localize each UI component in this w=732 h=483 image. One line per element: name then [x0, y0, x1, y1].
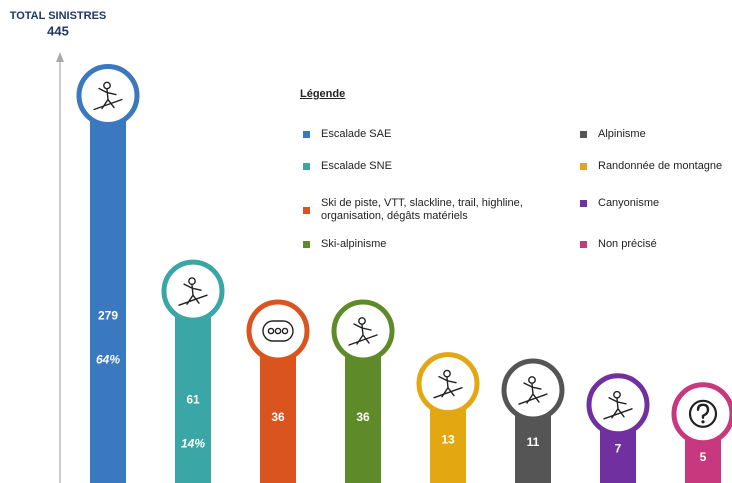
- value-label: 36: [356, 410, 370, 424]
- icon: [348, 323, 378, 346]
- value-label: 11: [527, 435, 540, 449]
- legend-swatch: [580, 131, 587, 138]
- legend: Légende Escalade SAE Escalade SNE Ski de p…: [300, 88, 732, 258]
- value-label: 61: [186, 393, 200, 407]
- legend-label: Ski de piste, VTT, slackline, trail, hig…: [321, 197, 523, 222]
- icon: [93, 87, 123, 111]
- icon: [178, 283, 208, 306]
- legend-label: Escalade SNE: [321, 160, 392, 172]
- icon: [528, 376, 536, 384]
- bar-icon: [246, 299, 310, 363]
- bar-icon: [501, 358, 565, 422]
- icon: [262, 320, 294, 342]
- icon: [103, 81, 111, 90]
- icon: [701, 420, 705, 424]
- bar-icon: [416, 352, 480, 416]
- value-label: 7: [615, 442, 622, 456]
- bar: [175, 291, 211, 483]
- icon: [274, 327, 282, 335]
- icon: [603, 397, 633, 420]
- value-label: 5: [700, 450, 707, 464]
- legend-item: Randonnée de montagne: [580, 160, 722, 173]
- icon: [443, 369, 451, 378]
- legend-label: Ski-alpinisme: [321, 238, 387, 250]
- legend-item: Escalade SNE: [303, 160, 392, 173]
- bar: [90, 95, 126, 483]
- value-label: 279: [98, 309, 118, 323]
- legend-swatch: [580, 163, 587, 170]
- value-label: 36: [271, 410, 285, 424]
- legend-item: Alpinisme: [580, 128, 646, 141]
- icon: [613, 390, 621, 399]
- legend-item: Ski-alpinisme: [303, 238, 386, 251]
- bar-icon: [586, 373, 650, 437]
- percentage-label: 64%: [96, 353, 120, 367]
- legend-item: Ski de piste, VTT, slackline, trail, hig…: [303, 197, 556, 223]
- bar-icon: [331, 299, 395, 363]
- legend-label: Randonnée de montagne: [598, 160, 723, 172]
- bar-icon: [161, 259, 225, 323]
- icon: [433, 375, 463, 399]
- legend-title: Légende: [300, 88, 346, 100]
- icon-ring: [246, 299, 310, 363]
- legend-label: Alpinisme: [598, 128, 646, 140]
- legend-swatch: [303, 241, 310, 248]
- legend-item: Escalade SAE: [303, 128, 391, 141]
- legend-swatch: [580, 241, 587, 248]
- bar-icon: [671, 382, 732, 446]
- axis-arrow: [56, 52, 64, 62]
- icon-ring: [671, 382, 732, 446]
- icon: [688, 399, 718, 428]
- legend-swatch: [580, 200, 587, 207]
- bar-icon: [76, 64, 140, 128]
- legend-swatch: [303, 163, 310, 170]
- icon: [518, 382, 548, 405]
- legend-label: Escalade SAE: [321, 128, 392, 140]
- icon: [281, 327, 289, 335]
- icon: [358, 317, 366, 325]
- legend-item: Non précisé: [580, 238, 657, 251]
- icon: [696, 403, 710, 420]
- chart-title: TOTAL SINISTRES: [10, 10, 107, 22]
- legend-swatch: [303, 131, 310, 138]
- legend-label: Non précisé: [598, 238, 657, 250]
- percentage-label: 14%: [181, 437, 205, 451]
- icon: [267, 327, 275, 335]
- value-label: 13: [441, 432, 455, 446]
- total: 445: [47, 23, 69, 38]
- legend-item: Canyonisme: [580, 197, 659, 210]
- legend-label: Canyonisme: [598, 197, 660, 209]
- legend-swatch: [303, 206, 310, 214]
- icon: [188, 277, 196, 286]
